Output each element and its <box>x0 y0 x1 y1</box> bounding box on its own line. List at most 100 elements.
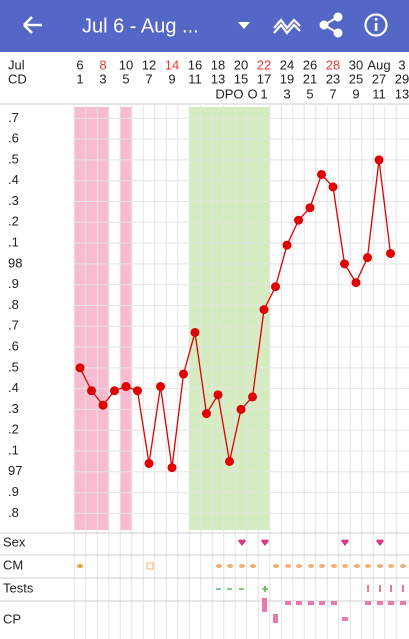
fertile-band <box>189 107 270 530</box>
temperature-point <box>236 404 246 414</box>
temperature-point <box>259 305 269 315</box>
y-tick-label: .5 <box>8 151 19 166</box>
app-title[interactable]: Jul 6 - Aug ... <box>82 15 199 37</box>
y-tick-label: .9 <box>8 484 19 499</box>
temperature-point <box>87 386 96 396</box>
row-label: CM <box>3 557 23 572</box>
dpo-label: 1 <box>260 86 267 101</box>
y-tick-label: .4 <box>8 172 19 187</box>
cycle-day-label: 7 <box>145 71 152 86</box>
temperature-point <box>144 458 154 468</box>
y-tick-label: .8 <box>8 297 19 312</box>
share-button[interactable] <box>319 12 343 38</box>
row-markers <box>77 539 406 623</box>
dpo-label: 13 <box>395 86 409 101</box>
y-tick-label: .1 <box>8 235 19 250</box>
temperature-point <box>340 259 349 269</box>
y-tick-label: .3 <box>8 401 19 416</box>
temperature-point <box>156 382 165 392</box>
temperature-point <box>351 278 361 288</box>
day-label: 16 <box>188 57 202 72</box>
cm-marks <box>216 564 406 568</box>
y-tick-label: .9 <box>8 276 19 291</box>
month-label: Jul <box>8 57 25 72</box>
chart: .7.6.5.4.3.2.198.9.8.7.6.5.4.3.2.197.9.8… <box>0 57 409 639</box>
temperature-point <box>386 248 395 258</box>
temperature-point <box>179 369 188 379</box>
heart <box>376 539 384 546</box>
temperature-point <box>167 463 177 473</box>
temperature-point <box>271 282 280 292</box>
cm-mark <box>77 564 83 568</box>
y-tick-label: .5 <box>8 359 19 374</box>
temperature-point <box>248 392 257 402</box>
period-band <box>74 107 86 530</box>
test-marks <box>216 586 268 592</box>
dpo-label: 11 <box>372 86 386 101</box>
y-tick-label: .4 <box>8 380 19 395</box>
app-bar <box>0 0 409 52</box>
day-label: 20 <box>234 57 248 72</box>
temperature-point <box>190 327 200 337</box>
cycle-day-label: 19 <box>280 71 294 86</box>
cycle-day-label: 3 <box>99 71 106 86</box>
temperature-point <box>98 400 108 410</box>
temperature-point <box>305 203 315 213</box>
heart <box>238 539 246 546</box>
y-tick-label: .7 <box>8 110 19 125</box>
cycle-day-label: 15 <box>234 71 248 86</box>
day-label: 12 <box>142 57 156 72</box>
temperature-point <box>133 386 142 396</box>
dpo-label: 7 <box>329 86 336 101</box>
temperature-point <box>282 240 292 250</box>
trend-button[interactable] <box>273 18 301 35</box>
temperature-point <box>317 169 326 179</box>
y-tick-label: .1 <box>8 442 19 457</box>
day-label: 22 <box>257 57 271 72</box>
day-label: 8 <box>99 57 106 72</box>
cycle-day-label: 21 <box>303 71 317 86</box>
cycle-day-label: 17 <box>257 71 271 86</box>
dpo-label: O <box>247 86 257 101</box>
day-label: 10 <box>119 57 133 72</box>
heart <box>341 539 349 546</box>
day-label: 26 <box>303 57 317 72</box>
temperature-line <box>79 159 392 468</box>
cycle-day-label: 13 <box>211 71 225 86</box>
y-tick-label: 97 <box>8 463 22 478</box>
temperature-point <box>75 363 85 373</box>
info-button[interactable] <box>364 13 388 37</box>
temperature-point <box>374 155 384 165</box>
y-tick-label: .8 <box>8 505 19 520</box>
day-label: 28 <box>326 57 340 72</box>
dpo-title: DPO <box>215 86 243 101</box>
cycle-day-label: 29 <box>395 71 409 86</box>
cycle-day-label: 11 <box>188 71 202 86</box>
row-label: CP <box>3 611 21 626</box>
y-tick-label: .6 <box>8 131 19 146</box>
cycle-day-label: 23 <box>326 71 340 86</box>
y-tick-label: .3 <box>8 193 19 208</box>
day-label: 30 <box>349 57 363 72</box>
heart <box>261 539 269 546</box>
y-tick-label: .2 <box>8 214 19 229</box>
dpo-label: 5 <box>306 86 313 101</box>
cd-label: CD <box>8 71 27 86</box>
temperature-point <box>121 382 131 392</box>
temperature-point <box>213 390 223 400</box>
period-band <box>97 107 109 530</box>
period-band <box>85 107 98 530</box>
temperature-point <box>328 182 338 192</box>
y-tick-label: .7 <box>8 318 19 333</box>
dropdown-icon[interactable] <box>238 22 250 29</box>
cm-mark <box>146 562 154 570</box>
day-label: Aug <box>367 57 390 72</box>
cycle-day-label: 27 <box>372 71 386 86</box>
period-band <box>120 107 132 530</box>
back-button[interactable] <box>23 16 42 34</box>
y-tick-label: .6 <box>8 338 19 353</box>
temperature-point <box>202 409 211 419</box>
temperature-point <box>363 253 372 263</box>
